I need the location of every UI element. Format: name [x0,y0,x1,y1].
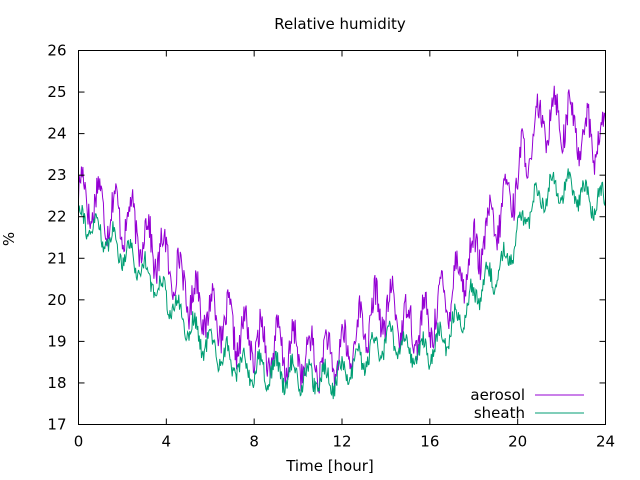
y-tick-label: 26 [47,42,66,60]
y-tick-label: 24 [47,125,66,143]
series-layer [78,85,606,400]
legend-label-sheath: sheath [474,404,525,422]
y-tick-label: 23 [47,166,66,184]
y-tick-label: 25 [47,83,66,101]
x-tick-label: 4 [162,433,172,451]
x-tick-label: 8 [249,433,259,451]
y-tick-label: 22 [47,208,66,226]
y-tick-label: 19 [47,332,66,350]
y-tick-label: 20 [47,291,66,309]
series-line-sheath [78,168,606,400]
ticks-layer: 0 4 8 12 16 20 24 17 18 19 20 21 22 23 24 25 26 [47,42,615,451]
series-line-aerosol [78,85,606,394]
y-tick-label: 21 [47,249,66,267]
x-tick-label: 12 [332,433,351,451]
y-tick-label: 18 [47,374,66,392]
x-tick-label: 0 [74,433,84,451]
y-axis-label: % [0,232,18,246]
x-axis-label: Time [hour] [285,457,374,475]
y-tick-label: 17 [47,416,66,434]
x-tick-label: 20 [508,433,527,451]
plot-border [78,50,606,425]
x-tick-label: 24 [596,433,615,451]
x-tick-label: 16 [420,433,439,451]
legend-label-aerosol: aerosol [470,386,525,404]
chart-title: Relative humidity [274,15,406,33]
